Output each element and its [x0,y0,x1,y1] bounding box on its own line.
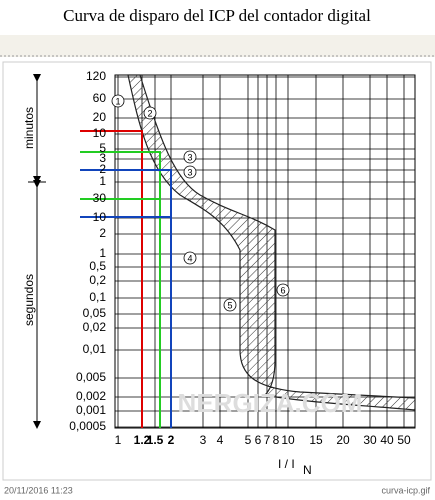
y-tick-label: 0,001 [76,403,106,417]
x-tick-label: 15 [309,433,323,447]
y-tick-label: 0,005 [76,370,106,384]
curve-marker [143,106,157,120]
x-tick-label: 40 [380,433,394,447]
y-tick-label: 0,2 [89,273,106,287]
curve-marker [183,165,197,179]
x-tick-label: 1.2 [134,433,151,447]
y-tick-label: 2 [99,226,106,240]
watermark: NERGIZA.COM [178,388,363,418]
y-axis-label: segundos [22,274,36,326]
curve-marker [223,298,237,312]
y-tick-label: 20 [93,110,107,124]
curve-marker [276,283,290,297]
y-tick-label: 0,002 [76,389,106,403]
x-tick-label: 1.5 [147,433,164,447]
y-tick-label: 5 [99,141,106,155]
x-tick-label: 4 [217,433,224,447]
title: Curva de disparo del ICP del contador di… [63,6,371,25]
y-tick-label: 0,0005 [69,419,106,433]
y-tick-label: 60 [93,91,107,105]
curve-label: 1 [115,96,120,106]
y-tick-label: 0,02 [83,320,107,334]
x-tick-label: 10 [281,433,295,447]
curve-label: 6 [280,285,285,295]
filename: curva-icp.gif [381,485,430,495]
curve-marker [183,251,197,265]
plot-area [114,74,416,429]
x-tick-label: 3 [200,433,207,447]
trip-band [127,74,416,411]
curve-label: 5 [227,300,232,310]
y-tick-label: 2 [99,162,106,176]
y-tick-label: 0,1 [89,290,106,304]
curve-marker [111,94,125,108]
x-tick-label: 50 [397,433,411,447]
y-tick-label: 120 [86,69,106,83]
y-axis-label: minutos [22,107,36,149]
x-tick-label: 7 [264,433,271,447]
y-tick-label: 10 [93,210,107,224]
y-tick-label: 0,05 [83,306,107,320]
x-tick-label: 5 [245,433,252,447]
y-tick-label: 30 [93,191,107,205]
x-tick-label: 8 [273,433,280,447]
y-tick-label: 10 [93,126,107,140]
y-tick-label: 0,5 [89,259,106,273]
x-tick-label: 6 [255,433,262,447]
image-frame [2,61,432,481]
y-tick-label: 0,01 [83,342,107,356]
curve-label: 3 [187,167,192,177]
x-axis-subscript: N [303,463,312,477]
x-tick-label: 1 [115,433,122,447]
y-tick-label: 3 [99,151,106,165]
green-line [80,151,161,428]
y-tick-label: 1 [99,246,106,260]
curve-label: 3 [187,152,192,162]
x-tick-label: 20 [336,433,350,447]
y-tick-label: 1 [99,174,106,188]
x-tick-label: 2 [168,433,175,447]
red-line [80,130,143,428]
header-band [0,0,435,35]
curve-marker [183,150,197,164]
separator [0,35,435,57]
blue-line [80,169,172,428]
curve-label: 4 [187,253,192,263]
curve-label: 2 [147,108,152,118]
x-axis-label: I / I [278,457,295,471]
timestamp: 20/11/2016 11:23 [4,485,73,495]
x-tick-label: 30 [363,433,377,447]
